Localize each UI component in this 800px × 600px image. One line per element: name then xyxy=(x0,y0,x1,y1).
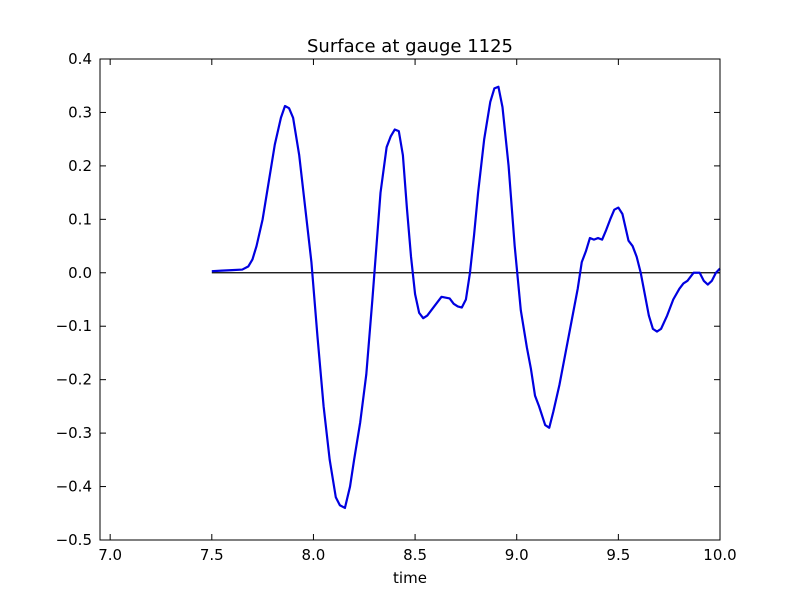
y-tick-label: 0.4 xyxy=(68,50,92,68)
x-axis-label: time xyxy=(393,569,427,587)
y-tick-label: −0.5 xyxy=(56,531,92,549)
plot-frame xyxy=(99,58,721,541)
y-tick-label: −0.1 xyxy=(56,317,92,335)
x-tick-label: 7.5 xyxy=(200,546,224,564)
y-tick-label: −0.2 xyxy=(56,371,92,389)
y-tick-label: 0.2 xyxy=(68,157,92,175)
y-tick-label: 0.1 xyxy=(68,210,92,228)
x-tick-label: 9.5 xyxy=(606,546,630,564)
y-tick-label: 0.0 xyxy=(68,264,92,282)
line-series xyxy=(211,85,721,510)
x-tick-label: 8.5 xyxy=(403,546,427,564)
x-tick-label: 10.0 xyxy=(703,546,736,564)
y-tick-label: 0.3 xyxy=(68,103,92,121)
x-tick-label: 8.0 xyxy=(302,546,326,564)
y-tick-label: −0.4 xyxy=(56,478,92,496)
x-tick-label: 9.0 xyxy=(505,546,529,564)
x-tick-label: 7.0 xyxy=(98,546,122,564)
y-tick-label: −0.3 xyxy=(56,424,92,442)
chart-title: Surface at gauge 1125 xyxy=(307,36,513,57)
